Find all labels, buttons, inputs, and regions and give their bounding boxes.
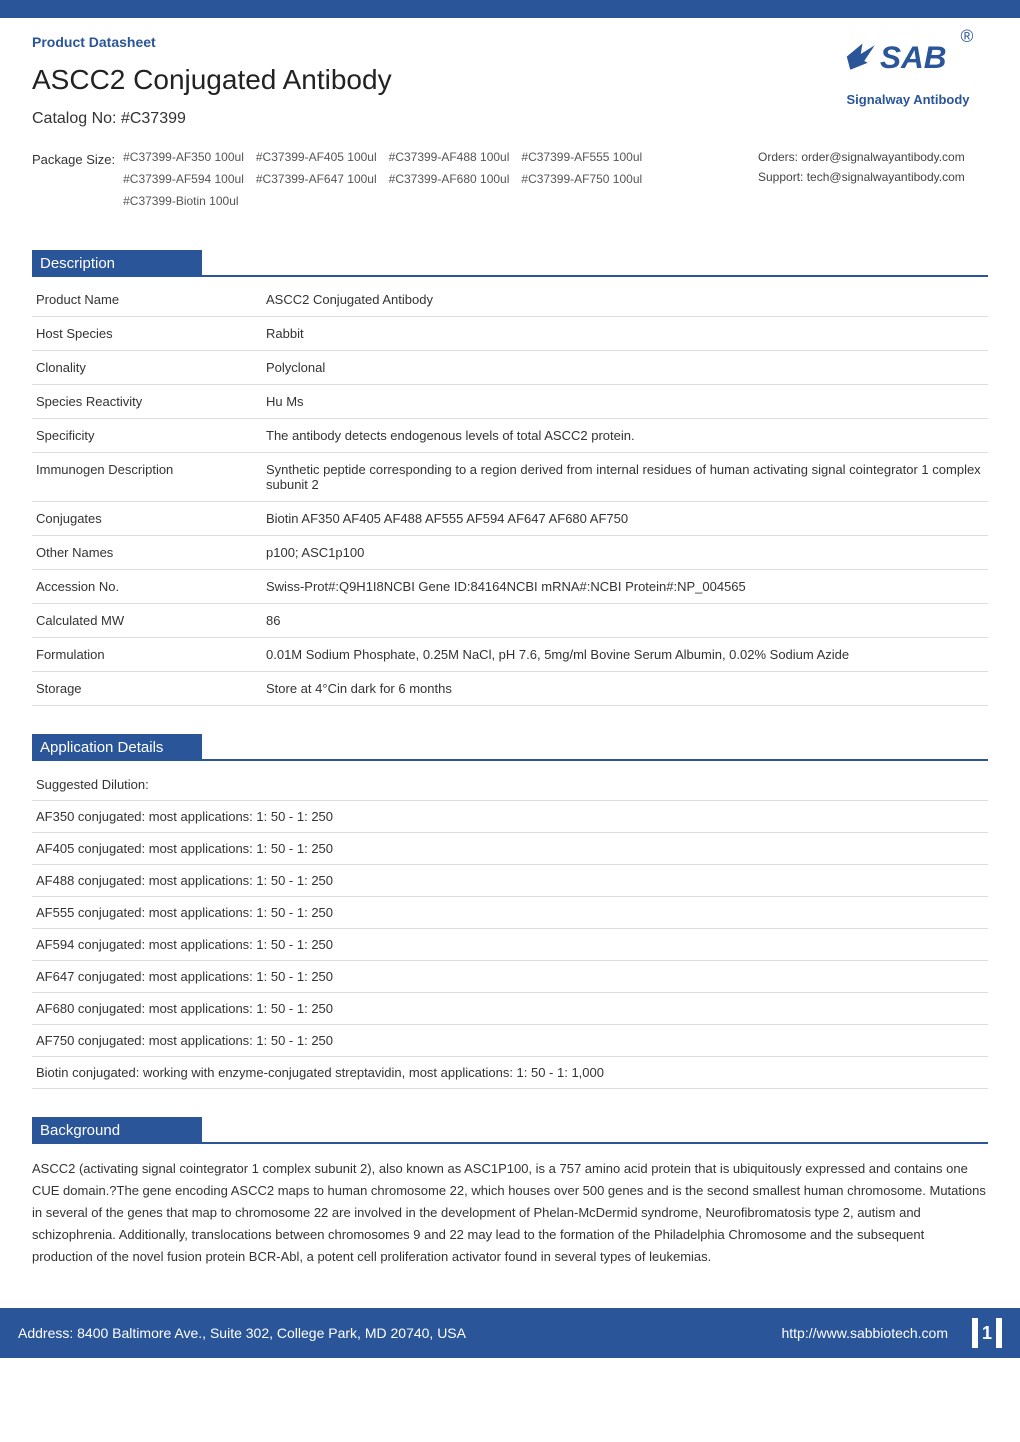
description-table: Product NameASCC2 Conjugated Antibody Ho… bbox=[32, 283, 988, 706]
desc-val: Store at 4°Cin dark for 6 months bbox=[262, 672, 988, 706]
package-size-item: #C37399-AF680 100ul bbox=[389, 172, 510, 186]
page-footer: Address: 8400 Baltimore Ave., Suite 302,… bbox=[0, 1308, 1020, 1358]
catalog-value: #C37399 bbox=[121, 110, 186, 127]
table-row: StorageStore at 4°Cin dark for 6 months bbox=[32, 672, 988, 706]
desc-key: Formulation bbox=[32, 638, 262, 672]
package-size-item: #C37399-AF594 100ul bbox=[123, 172, 244, 186]
logo-swoosh-icon bbox=[847, 44, 875, 70]
app-line: AF647 conjugated: most applications: 1: … bbox=[32, 961, 988, 993]
app-line: Biotin conjugated: working with enzyme-c… bbox=[32, 1057, 988, 1089]
desc-key: Calculated MW bbox=[32, 604, 262, 638]
app-line: AF405 conjugated: most applications: 1: … bbox=[32, 833, 988, 865]
desc-key: Storage bbox=[32, 672, 262, 706]
support-label: Support: bbox=[758, 170, 807, 184]
section-description-header: Description bbox=[32, 250, 988, 277]
table-row: ClonalityPolyclonal bbox=[32, 351, 988, 385]
application-details-list: Suggested Dilution: AF350 conjugated: mo… bbox=[32, 769, 988, 1089]
desc-val: Synthetic peptide corresponding to a reg… bbox=[262, 453, 988, 502]
logo-brand-text: SAB bbox=[880, 39, 947, 75]
footer-page-number: 1 bbox=[972, 1318, 1002, 1348]
table-row: ConjugatesBiotin AF350 AF405 AF488 AF555… bbox=[32, 502, 988, 536]
desc-val: Biotin AF350 AF405 AF488 AF555 AF594 AF6… bbox=[262, 502, 988, 536]
desc-val: ASCC2 Conjugated Antibody bbox=[262, 283, 988, 317]
app-line: AF555 conjugated: most applications: 1: … bbox=[32, 897, 988, 929]
logo-svg: SAB ® bbox=[838, 26, 978, 87]
package-size-item: #C37399-AF647 100ul bbox=[256, 172, 377, 186]
top-accent-bar bbox=[0, 0, 1020, 18]
desc-val: 86 bbox=[262, 604, 988, 638]
desc-key: Specificity bbox=[32, 419, 262, 453]
app-intro: Suggested Dilution: bbox=[32, 769, 988, 801]
package-size-item: #C37399-AF350 100ul bbox=[123, 150, 244, 164]
table-row: Formulation0.01M Sodium Phosphate, 0.25M… bbox=[32, 638, 988, 672]
desc-key: Conjugates bbox=[32, 502, 262, 536]
brand-logo: SAB ® Signalway Antibody bbox=[828, 26, 988, 107]
table-row: Other Namesp100; ASC1p100 bbox=[32, 536, 988, 570]
app-line: AF594 conjugated: most applications: 1: … bbox=[32, 929, 988, 961]
document-type: Product Datasheet bbox=[32, 34, 828, 50]
section-title-description: Description bbox=[32, 250, 202, 277]
desc-key: Clonality bbox=[32, 351, 262, 385]
product-title: ASCC2 Conjugated Antibody bbox=[32, 64, 828, 96]
section-title-application: Application Details bbox=[32, 734, 202, 761]
desc-key: Host Species bbox=[32, 317, 262, 351]
package-size-block: Package Size: #C37399-AF350 100ul #C3739… bbox=[32, 150, 643, 208]
table-row: Immunogen DescriptionSynthetic peptide c… bbox=[32, 453, 988, 502]
desc-key: Accession No. bbox=[32, 570, 262, 604]
logo-subline: Signalway Antibody bbox=[828, 92, 988, 107]
desc-val: Rabbit bbox=[262, 317, 988, 351]
desc-key: Immunogen Description bbox=[32, 453, 262, 502]
desc-val: Swiss-Prot#:Q9H1I8NCBI Gene ID:84164NCBI… bbox=[262, 570, 988, 604]
header-left: Product Datasheet ASCC2 Conjugated Antib… bbox=[32, 34, 828, 150]
table-row: Calculated MW86 bbox=[32, 604, 988, 638]
desc-key: Other Names bbox=[32, 536, 262, 570]
table-row: Host SpeciesRabbit bbox=[32, 317, 988, 351]
footer-url[interactable]: http://www.sabbiotech.com bbox=[781, 1325, 948, 1341]
catalog-number: Catalog No: #C37399 bbox=[32, 110, 828, 128]
app-line: AF750 conjugated: most applications: 1: … bbox=[32, 1025, 988, 1057]
package-size-label: Package Size: bbox=[32, 150, 115, 167]
support-email[interactable]: tech@signalwayantibody.com bbox=[807, 170, 965, 184]
package-size-item: #C37399-AF405 100ul bbox=[256, 150, 377, 164]
table-row: Accession No.Swiss-Prot#:Q9H1I8NCBI Gene… bbox=[32, 570, 988, 604]
package-size-list: #C37399-AF350 100ul #C37399-AF405 100ul … bbox=[123, 150, 643, 208]
support-line: Support: tech@signalwayantibody.com bbox=[758, 170, 988, 184]
desc-val: 0.01M Sodium Phosphate, 0.25M NaCl, pH 7… bbox=[262, 638, 988, 672]
desc-val: p100; ASC1p100 bbox=[262, 536, 988, 570]
orders-line: Orders: order@signalwayantibody.com bbox=[758, 150, 988, 164]
package-size-item: #C37399-AF488 100ul bbox=[389, 150, 510, 164]
orders-label: Orders: bbox=[758, 150, 801, 164]
app-line: AF350 conjugated: most applications: 1: … bbox=[32, 801, 988, 833]
desc-val: Polyclonal bbox=[262, 351, 988, 385]
package-contact-row: Package Size: #C37399-AF350 100ul #C3739… bbox=[32, 150, 988, 222]
footer-address: Address: 8400 Baltimore Ave., Suite 302,… bbox=[18, 1325, 466, 1341]
app-line: AF680 conjugated: most applications: 1: … bbox=[32, 993, 988, 1025]
desc-val: Hu Ms bbox=[262, 385, 988, 419]
header-row: Product Datasheet ASCC2 Conjugated Antib… bbox=[32, 34, 988, 150]
description-tbody: Product NameASCC2 Conjugated Antibody Ho… bbox=[32, 283, 988, 706]
page-content: Product Datasheet ASCC2 Conjugated Antib… bbox=[0, 18, 1020, 1268]
desc-key: Product Name bbox=[32, 283, 262, 317]
section-application-header: Application Details bbox=[32, 734, 988, 761]
footer-right: http://www.sabbiotech.com 1 bbox=[757, 1318, 1002, 1348]
table-row: Species ReactivityHu Ms bbox=[32, 385, 988, 419]
app-line: AF488 conjugated: most applications: 1: … bbox=[32, 865, 988, 897]
contact-block: Orders: order@signalwayantibody.com Supp… bbox=[758, 150, 988, 190]
desc-val: The antibody detects endogenous levels o… bbox=[262, 419, 988, 453]
package-size-item: #C37399-AF750 100ul bbox=[521, 172, 642, 186]
desc-key: Species Reactivity bbox=[32, 385, 262, 419]
background-body-text: ASCC2 (activating signal cointegrator 1 … bbox=[32, 1158, 988, 1268]
section-background-header: Background bbox=[32, 1117, 988, 1144]
orders-email[interactable]: order@signalwayantibody.com bbox=[801, 150, 964, 164]
package-size-item: #C37399-Biotin 100ul bbox=[123, 194, 238, 208]
table-row: Product NameASCC2 Conjugated Antibody bbox=[32, 283, 988, 317]
table-row: SpecificityThe antibody detects endogeno… bbox=[32, 419, 988, 453]
package-size-item: #C37399-AF555 100ul bbox=[521, 150, 642, 164]
section-title-background: Background bbox=[32, 1117, 202, 1144]
catalog-label: Catalog No: bbox=[32, 110, 121, 127]
logo-reg-mark: ® bbox=[961, 26, 974, 46]
